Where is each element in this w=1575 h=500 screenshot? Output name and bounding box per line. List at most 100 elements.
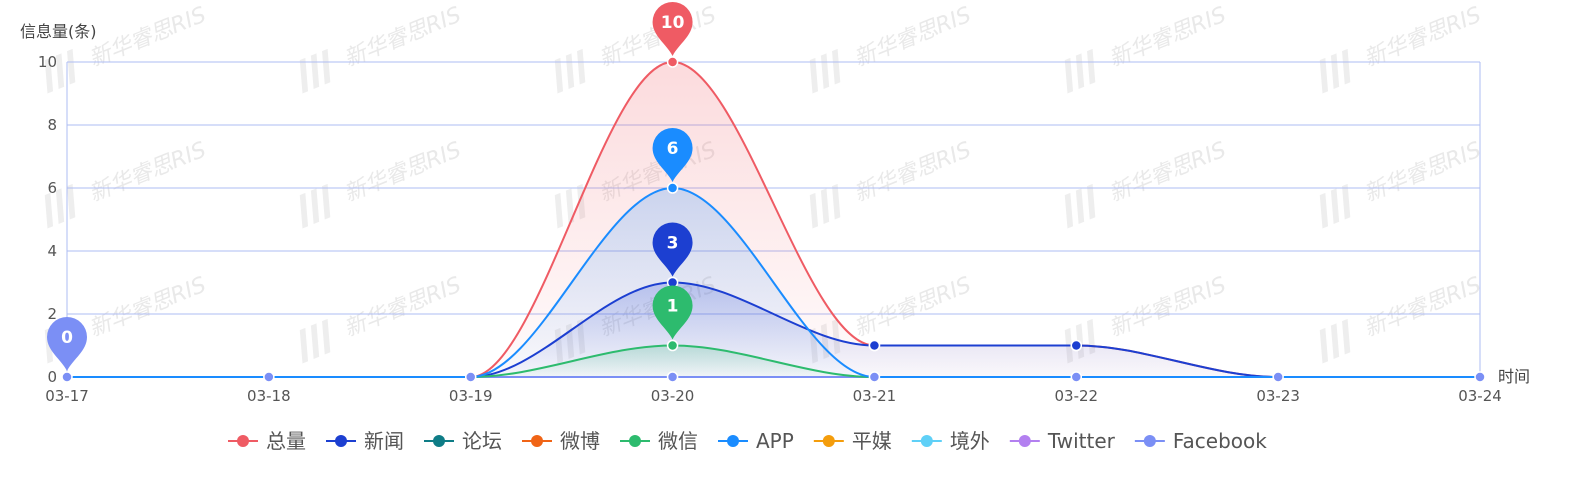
y-tick-label: 6 — [47, 179, 57, 197]
data-point-新闻[interactable] — [1070, 339, 1083, 352]
legend-dot-icon — [920, 435, 933, 447]
watermark-text: 新华睿思RIS — [341, 138, 465, 208]
data-point-baseline[interactable] — [1474, 371, 1486, 383]
watermark-logo-icon — [44, 48, 76, 94]
watermark: 新华睿思RIS — [44, 3, 210, 94]
watermark-logo-icon — [554, 183, 586, 229]
pin-marker-icon — [652, 285, 693, 340]
pin-marker-icon — [46, 316, 87, 371]
legend-dot-icon — [531, 435, 543, 447]
watermark-logo-icon — [299, 318, 331, 364]
max-pin-微信: 1 — [652, 285, 693, 340]
watermark-logo-icon — [1319, 48, 1351, 94]
legend-item-平媒[interactable]: 平媒 — [813, 429, 892, 453]
x-tick-label: 03-20 — [651, 387, 695, 405]
legend-dot-icon — [335, 435, 347, 447]
legend-label: 境外 — [950, 429, 990, 453]
watermark-logo-icon — [1064, 183, 1096, 229]
watermark-logo-icon — [554, 48, 586, 94]
watermark-logo-icon — [809, 48, 841, 94]
x-tick-label: 03-21 — [853, 387, 897, 405]
watermark-text: 新华睿思RIS — [851, 138, 975, 208]
x-tick-label: 03-17 — [45, 387, 89, 405]
x-tick-label: 03-19 — [449, 387, 493, 405]
legend-item-论坛[interactable]: 论坛 — [424, 429, 502, 453]
watermark: 新华睿思RIS — [1319, 138, 1485, 229]
watermark-logo-icon — [1064, 48, 1096, 94]
legend-item-Facebook[interactable]: Facebook — [1134, 429, 1267, 453]
watermark: 新华睿思RIS — [1064, 138, 1230, 229]
max-pin-总量: 10 — [652, 2, 693, 57]
pin-label: 10 — [661, 13, 685, 33]
legend-item-微信[interactable]: 微信 — [620, 429, 698, 453]
x-tick-label: 03-18 — [247, 387, 291, 405]
watermark: 新华睿思RIS — [299, 138, 465, 229]
data-point-baseline[interactable] — [1272, 371, 1284, 383]
pin-marker-icon — [652, 2, 693, 57]
data-point-baseline[interactable] — [263, 371, 275, 383]
legend-item-境外[interactable]: 境外 — [911, 429, 990, 453]
data-point-微信[interactable] — [666, 339, 679, 352]
watermark-logo-icon — [1319, 318, 1351, 364]
pin-layer: 10 3 1 6 0 — [46, 2, 693, 371]
watermark-logo-icon — [299, 48, 331, 94]
legend: 总量 新闻 论坛 微博 微信 APP 平媒 境外 Twitter Facebook — [228, 429, 1267, 453]
legend-label: 总量 — [266, 429, 306, 453]
legend-item-Twitter[interactable]: Twitter — [1009, 429, 1116, 453]
legend-dot-icon — [727, 435, 739, 447]
watermark-text: 新华睿思RIS — [1361, 273, 1485, 343]
legend-label: APP — [756, 429, 794, 453]
legend-dot-icon — [1143, 435, 1156, 447]
watermark-text: 新华睿思RIS — [86, 273, 210, 343]
x-tick-label: 03-22 — [1054, 387, 1098, 405]
watermark: 新华睿思RIS — [1319, 273, 1485, 364]
legend-label: Twitter — [1047, 429, 1116, 453]
watermark-text: 新华睿思RIS — [1106, 138, 1230, 208]
legend-item-微博[interactable]: 微博 — [522, 429, 600, 453]
watermark: 新华睿思RIS — [809, 3, 975, 94]
watermark-text: 新华睿思RIS — [1106, 273, 1230, 343]
data-point-baseline[interactable] — [61, 371, 73, 383]
series-area-新闻 — [67, 282, 1480, 377]
series-line-APP — [67, 186, 1480, 379]
y-tick-label: 10 — [38, 53, 57, 71]
data-point-新闻[interactable] — [868, 339, 881, 352]
pin-label: 6 — [667, 139, 679, 159]
legend-dot-icon — [237, 435, 249, 447]
watermark-text: 新华睿思RIS — [851, 273, 975, 343]
watermark: 新华睿思RIS — [44, 138, 210, 229]
y-tick-label: 0 — [47, 368, 57, 386]
max-pin-新闻: 3 — [652, 222, 693, 277]
data-point-baseline[interactable] — [868, 371, 881, 383]
watermark-text: 新华睿思RIS — [1361, 138, 1485, 208]
data-point-总量[interactable] — [666, 56, 679, 68]
area-layer — [67, 62, 1480, 377]
pin-label: 1 — [667, 297, 679, 317]
legend-dot-icon — [822, 435, 835, 447]
legend-item-总量[interactable]: 总量 — [228, 429, 306, 453]
data-point-baseline[interactable] — [1070, 371, 1083, 383]
legend-item-新闻[interactable]: 新闻 — [326, 429, 404, 453]
watermark-text: 新华睿思RIS — [86, 138, 210, 208]
data-point-baseline[interactable] — [464, 371, 477, 383]
legend-label: 论坛 — [462, 429, 502, 453]
watermark: 新华睿思RIS — [1319, 3, 1485, 94]
data-point-baseline[interactable] — [666, 371, 679, 383]
y-tick-label: 4 — [47, 242, 57, 260]
legend-label: 微信 — [658, 429, 698, 453]
legend-item-APP[interactable]: APP — [718, 429, 794, 453]
pin-label: 3 — [667, 234, 679, 254]
max-pin-Facebook: 0 — [46, 316, 87, 371]
x-tick-label: 03-23 — [1256, 387, 1300, 405]
data-point-APP[interactable] — [666, 182, 679, 194]
legend-label: 微博 — [560, 429, 600, 453]
max-pin-APP: 6 — [652, 128, 693, 182]
watermark-logo-icon — [1319, 183, 1351, 229]
x-axis-title: 时间 — [1498, 367, 1530, 386]
y-axis-title: 信息量(条) — [20, 22, 97, 41]
watermark-text: 新华睿思RIS — [341, 273, 465, 343]
watermark: 新华睿思RIS — [299, 3, 465, 94]
pin-marker-icon — [652, 222, 693, 277]
legend-dot-icon — [1018, 435, 1031, 447]
